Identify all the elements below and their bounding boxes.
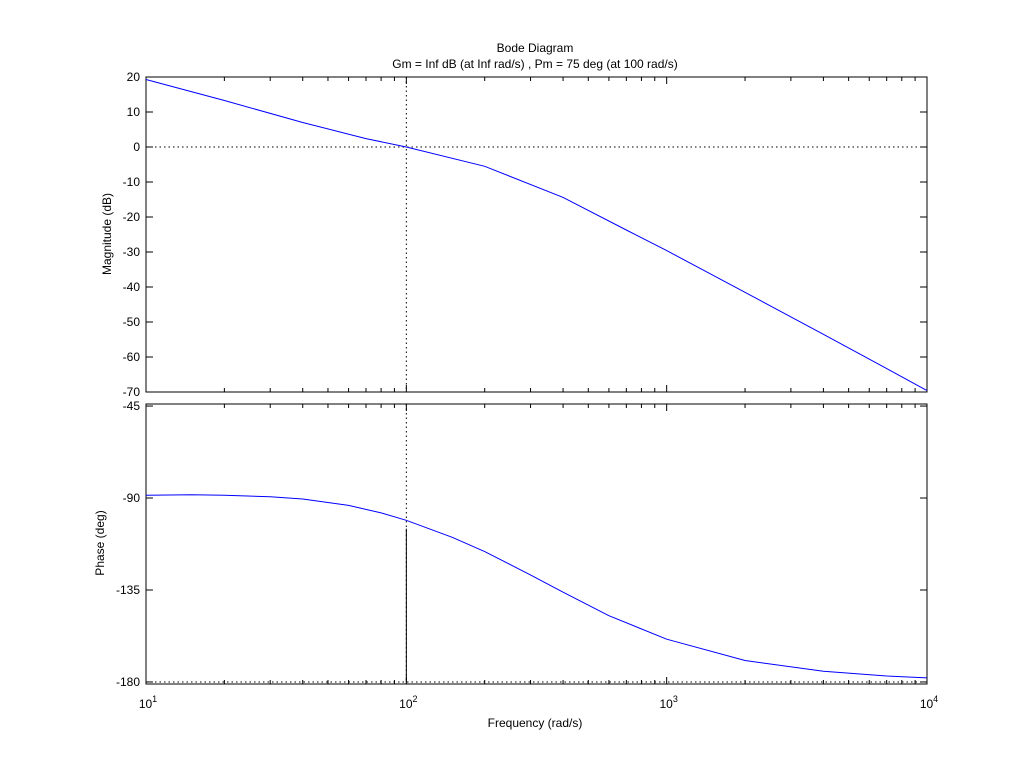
phase-y-tick-label: -180 xyxy=(116,675,140,689)
magnitude-y-tick-label: 20 xyxy=(127,70,141,84)
x-axis-label: Frequency (rad/s) xyxy=(488,716,583,730)
magnitude-y-tick-label: -70 xyxy=(123,385,141,399)
magnitude-y-tick-label: -20 xyxy=(123,210,141,224)
magnitude-plot: 20 10 0 -10 -20 -30 -40 -50 -60 -70 xyxy=(123,70,928,399)
magnitude-curve xyxy=(145,79,928,392)
chart-title: Bode Diagram xyxy=(497,41,574,55)
magnitude-y-axis-label: Magnitude (dB) xyxy=(100,193,114,275)
phase-y-tick-label: -135 xyxy=(116,583,140,597)
magnitude-y-tick-label: 0 xyxy=(133,140,140,154)
phase-axes-frame xyxy=(145,403,928,685)
magnitude-y-tick-label: -50 xyxy=(123,315,141,329)
phase-y-tick-label: -45 xyxy=(123,399,141,413)
magnitude-axes-frame xyxy=(145,76,928,393)
magnitude-y-tick-label: -40 xyxy=(123,280,141,294)
magnitude-y-tick-label: 10 xyxy=(127,105,141,119)
magnitude-y-tick-label: -60 xyxy=(123,350,141,364)
phase-y-axis-label: Phase (deg) xyxy=(93,510,107,575)
chart-subtitle: Gm = Inf dB (at Inf rad/s) , Pm = 75 deg… xyxy=(392,57,677,71)
phase-curve xyxy=(145,494,928,679)
phase-y-tick-label: -90 xyxy=(123,491,141,505)
magnitude-y-tick-label: -10 xyxy=(123,175,141,189)
magnitude-y-tick-label: -30 xyxy=(123,245,141,259)
